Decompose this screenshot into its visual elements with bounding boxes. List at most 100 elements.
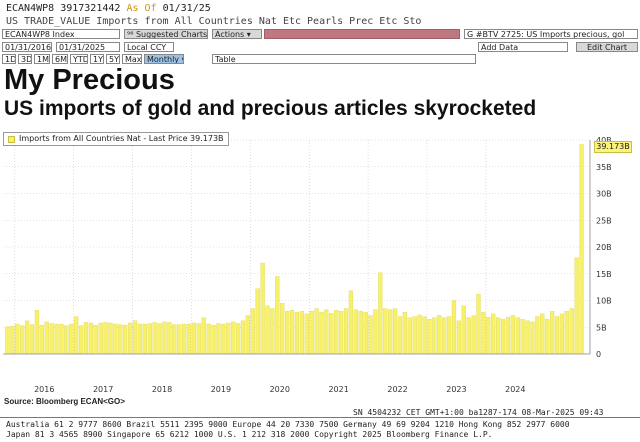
frequency-select[interactable]: Monthly ▾ — [144, 54, 184, 64]
bar — [240, 320, 246, 355]
y-tick-label: 0 — [596, 350, 601, 359]
bar — [299, 311, 304, 355]
period-6m-button[interactable]: 6M — [52, 54, 68, 64]
bar — [275, 276, 280, 355]
period-max-button[interactable]: Max — [122, 54, 142, 64]
bar — [5, 326, 10, 355]
bar — [388, 309, 393, 355]
bar — [196, 323, 201, 355]
currency-select[interactable]: Local CCY — [124, 42, 174, 52]
period-3d-button[interactable]: 3D — [18, 54, 32, 64]
bar — [334, 309, 339, 355]
period-1d-button[interactable]: 1D — [2, 54, 16, 64]
security-code: 3917321442 — [60, 3, 121, 14]
as-of-label: As Of — [126, 3, 157, 14]
bar — [172, 324, 177, 355]
security-description: US TRADE_VALUE Imports from All Countrie… — [6, 16, 422, 27]
bar — [559, 313, 565, 355]
period-ytd-button[interactable]: YTD — [70, 54, 88, 64]
y-tick-label: 5B — [596, 323, 607, 332]
bar — [343, 308, 349, 355]
bar — [265, 305, 270, 355]
bar — [270, 308, 275, 355]
suggested-charts-button[interactable]: ⁹⁶ Suggested Charts — [124, 29, 208, 39]
bar — [339, 311, 344, 355]
bar — [358, 311, 363, 355]
bar — [186, 323, 192, 355]
bar — [446, 316, 452, 355]
bar — [329, 313, 334, 355]
chart-title: My Precious — [4, 64, 175, 96]
edit-chart-button[interactable]: Edit Chart — [576, 42, 638, 52]
bar — [353, 309, 358, 355]
bar — [412, 316, 417, 355]
bar — [427, 319, 432, 355]
bar — [132, 320, 138, 355]
news-headline[interactable]: G #BTV 2725: US Imports precious, gol — [464, 29, 638, 39]
bar — [285, 311, 290, 355]
start-date-field[interactable]: 01/31/2016 — [2, 42, 52, 52]
y-tick-label: 10B — [596, 297, 612, 306]
bar — [78, 325, 84, 355]
period-5y-button[interactable]: 5Y — [106, 54, 120, 64]
bar — [304, 313, 309, 355]
news-ticker-bar — [264, 29, 460, 39]
legend-label: Imports from All Countries Nat - Last Pr… — [19, 134, 224, 143]
bar — [191, 322, 197, 355]
footer-contacts: Australia 61 2 9777 8600 Brazil 5511 239… — [6, 420, 570, 429]
bar — [167, 322, 172, 355]
bar — [309, 311, 314, 355]
bar — [54, 323, 59, 355]
bar — [363, 312, 368, 355]
bar — [221, 323, 226, 355]
index-field[interactable]: ECAN4WP8 Index — [2, 29, 120, 39]
bar — [486, 316, 491, 355]
x-tick-label: 2016 — [34, 385, 54, 394]
bar — [289, 309, 295, 355]
bar — [123, 324, 128, 355]
bar — [383, 308, 388, 355]
bar — [407, 317, 412, 355]
bar — [476, 293, 481, 355]
as-of-date: 01/31/25 — [162, 3, 211, 14]
bar — [216, 323, 221, 355]
bar — [496, 317, 501, 355]
bar — [481, 312, 486, 355]
bar-chart[interactable]: 0 5B 10B 15B 20B 25B 30B 35B 40B 2016 2017 2018 2019… — [0, 122, 640, 400]
bar — [226, 322, 231, 355]
x-tick-label: 2020 — [270, 385, 290, 394]
bar — [118, 324, 123, 355]
end-date-field[interactable]: 01/31/2025 — [56, 42, 120, 52]
bar — [437, 315, 442, 355]
bar — [235, 323, 241, 355]
bar — [69, 323, 74, 355]
y-tick-label: 25B — [596, 216, 612, 225]
bar — [397, 316, 403, 355]
bar — [392, 308, 398, 355]
add-data-field[interactable]: Add Data — [478, 42, 568, 52]
bar — [142, 323, 147, 355]
actions-menu[interactable]: Actions ▾ — [212, 29, 262, 39]
period-1y-button[interactable]: 1Y — [90, 54, 104, 64]
x-tick-label: 2017 — [93, 385, 113, 394]
bar — [456, 320, 461, 355]
bar — [324, 309, 329, 355]
bar — [231, 321, 236, 355]
table-button[interactable]: Table — [212, 54, 476, 64]
footer-session-info: SN 4504232 CET GMT+1:00 ba1287-174 08-Ma… — [353, 408, 604, 417]
period-1m-button[interactable]: 1M — [34, 54, 50, 64]
bar — [574, 257, 579, 355]
bar — [378, 272, 383, 355]
x-tick-label: 2018 — [152, 385, 172, 394]
bar — [579, 144, 584, 355]
ticker[interactable]: ECAN4WP8 — [6, 3, 55, 14]
bar — [245, 315, 250, 355]
footer-copyright: Japan 81 3 4565 8900 Singapore 65 6212 1… — [6, 430, 493, 439]
bar — [49, 323, 54, 355]
x-tick-label: 2022 — [387, 385, 407, 394]
bar — [206, 323, 211, 355]
chart-legend[interactable]: Imports from All Countries Nat - Last Pr… — [3, 132, 229, 146]
bar — [510, 315, 515, 355]
bar — [319, 312, 324, 355]
bar — [157, 323, 162, 355]
